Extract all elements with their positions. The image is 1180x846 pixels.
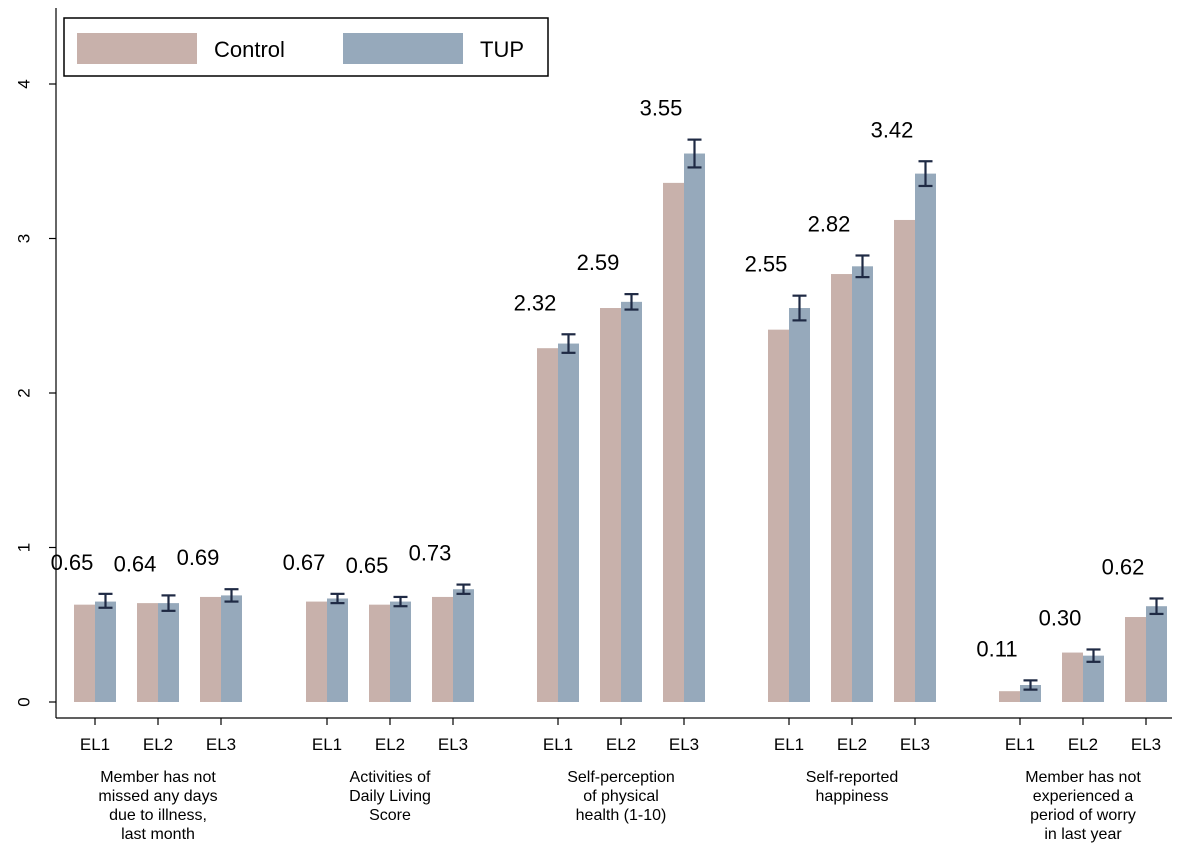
group-label: last month: [121, 826, 195, 843]
y-tick-label: 3: [15, 234, 34, 243]
wave-label: EL3: [1131, 735, 1161, 754]
bar-control: [137, 603, 158, 702]
value-label: 3.42: [871, 117, 914, 142]
wave-label: EL1: [543, 735, 573, 754]
wave-label: EL2: [375, 735, 405, 754]
wave-label: EL1: [80, 735, 110, 754]
bar-tup: [158, 603, 179, 702]
bar-control: [1062, 652, 1083, 702]
legend-swatch-control: [77, 33, 197, 64]
bar-tup: [852, 266, 873, 702]
axes: 0 1 2 3 4: [15, 8, 1172, 719]
bar-tup: [221, 595, 242, 702]
group-label: health (1-10): [576, 807, 667, 824]
bars: [74, 153, 1167, 703]
value-label: 0.30: [1039, 605, 1082, 630]
wave-label: EL1: [1005, 735, 1035, 754]
bar-tup: [453, 589, 474, 702]
bar-tup: [621, 301, 642, 702]
bar-tup: [558, 343, 579, 702]
wave-label: EL3: [206, 735, 236, 754]
bar-control: [894, 219, 915, 702]
bar-tup: [915, 173, 936, 703]
bar-tup: [390, 601, 411, 702]
wave-label: EL3: [669, 735, 699, 754]
value-labels: 0.65 0.64 0.69 0.67 0.65 0.73 2.32 2.59 3.55 2.55…: [51, 96, 1145, 662]
wave-label: EL3: [438, 735, 468, 754]
value-label: 0.67: [283, 550, 326, 575]
value-label: 0.65: [346, 553, 389, 578]
bar-control: [306, 601, 327, 702]
bar-tup: [327, 598, 348, 702]
group-label: happiness: [816, 788, 889, 805]
bar-control: [1125, 617, 1146, 702]
bar-tup: [1083, 655, 1104, 702]
group-label: missed any days: [98, 788, 217, 805]
y-tick-label: 1: [15, 543, 34, 552]
legend[interactable]: Control TUP: [63, 17, 549, 77]
value-label: 2.59: [577, 250, 620, 275]
value-label: 2.32: [514, 290, 557, 315]
group-label: of physical: [583, 788, 659, 805]
group-label: experienced a: [1033, 788, 1134, 805]
group-label: Daily Living: [349, 788, 431, 805]
error-bars: [98, 138, 1164, 691]
bar-tup: [684, 153, 705, 702]
value-label: 0.65: [51, 550, 94, 575]
value-label: 3.55: [640, 96, 683, 121]
wave-label: EL2: [143, 735, 173, 754]
bar-tup: [789, 308, 810, 702]
wave-label: EL1: [312, 735, 342, 754]
bar-control: [831, 274, 852, 702]
bar-tup: [1146, 606, 1167, 702]
group-label: Member has not: [1025, 769, 1141, 786]
bar-tup: [95, 601, 116, 702]
value-label: 0.64: [114, 551, 157, 576]
bar-control: [369, 604, 390, 702]
bar-control: [999, 691, 1020, 702]
legend-swatch-tup: [343, 33, 463, 64]
y-tick-label: 4: [15, 79, 34, 88]
bar-control: [663, 182, 684, 702]
x-axis-labels: EL1 EL2 EL3 Member has not missed any days du…: [80, 718, 1161, 843]
group-label: Member has not: [100, 769, 216, 786]
bar-control: [537, 348, 558, 702]
group-label: Activities of: [350, 769, 431, 786]
bar-control: [432, 596, 453, 702]
group-label: Self-perception: [567, 769, 675, 786]
bar-control: [768, 329, 789, 702]
group-label: due to illness,: [109, 807, 207, 824]
y-tick-label: 2: [15, 388, 34, 397]
group-label: Self-reported: [806, 769, 899, 786]
y-tick-label: 0: [15, 697, 34, 706]
value-label: 0.73: [409, 541, 452, 566]
bar-control: [600, 308, 621, 702]
wave-label: EL3: [900, 735, 930, 754]
group-label: in last year: [1044, 826, 1122, 843]
wave-label: EL2: [606, 735, 636, 754]
legend-label-control: Control: [214, 37, 285, 62]
wave-label: EL2: [1068, 735, 1098, 754]
value-label: 0.69: [177, 545, 220, 570]
group-label: Score: [369, 807, 411, 824]
wave-label: EL2: [837, 735, 867, 754]
group-label: period of worry: [1030, 807, 1136, 824]
bar-control: [74, 604, 95, 702]
value-label: 2.55: [745, 252, 788, 277]
wave-label: EL1: [774, 735, 804, 754]
value-label: 0.62: [1102, 554, 1145, 579]
value-label: 0.11: [976, 636, 1017, 661]
bar-control: [200, 596, 221, 702]
value-label: 2.82: [808, 211, 851, 236]
legend-label-tup: TUP: [480, 37, 524, 62]
